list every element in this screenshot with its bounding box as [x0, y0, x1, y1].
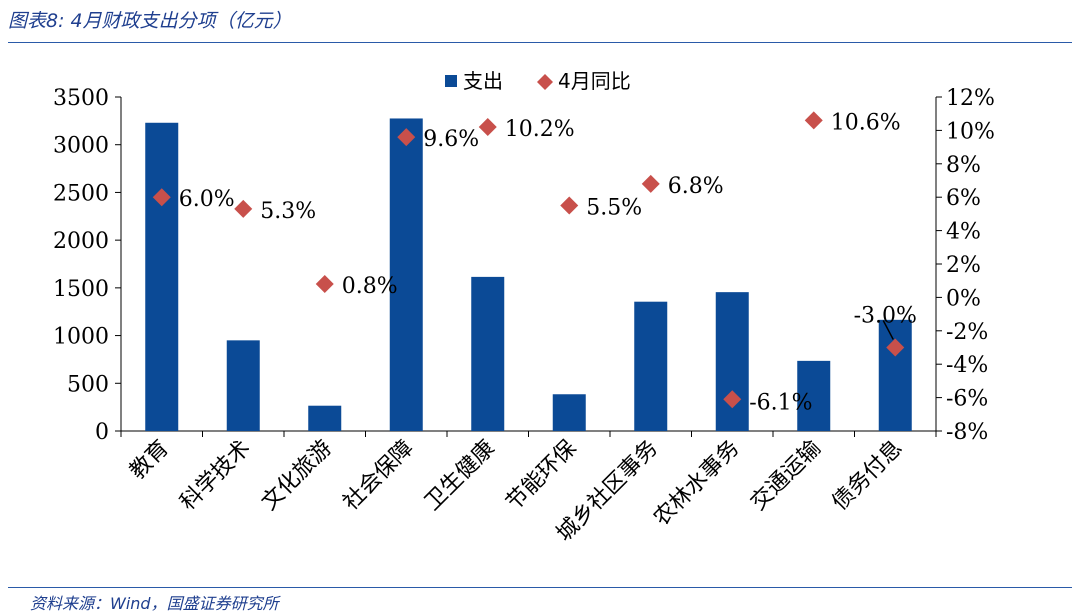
yoy-data-label: 10.2% [505, 117, 575, 142]
y-right-tick-label: -6% [946, 387, 988, 412]
legend-swatch-yoy [537, 74, 553, 90]
category-label: 债务付息 [828, 436, 908, 516]
y-left-tick-label: 500 [67, 372, 109, 397]
y-left-tick-label: 0 [95, 420, 109, 445]
yoy-data-label: 0.8% [342, 274, 398, 299]
y-right-tick-label: 0% [946, 286, 981, 311]
yoy-data-label: 6.0% [179, 187, 235, 212]
footer-divider [8, 587, 1072, 588]
y-left-tick-label: 2000 [53, 229, 109, 254]
spend-bar [471, 276, 505, 431]
y-right-tick-label: 6% [946, 186, 981, 211]
yoy-point [315, 275, 334, 294]
title-divider [8, 42, 1072, 43]
yoy-series: 6.0% 5.3% 0.8% 9.6% 10.2% 5.5% 6.8% -6.1% 10.6% -… [152, 110, 917, 415]
yoy-data-label: 5.3% [260, 199, 316, 224]
category-label: 卫生健康 [420, 436, 500, 516]
y-left-tick-label: 3000 [53, 134, 109, 159]
chart: 支出 4月同比 0 500 1000 1500 2000 2500 3000 3500 -8% -… [53, 69, 995, 547]
y-right-tick-label: 10% [946, 119, 995, 144]
axes: 0 500 1000 1500 2000 2500 3000 3500 -8% -6% -4% -2%… [53, 86, 995, 445]
legend-label-spend: 支出 [463, 69, 503, 93]
y-left-tick-label: 2500 [53, 181, 109, 206]
spend-bar [878, 319, 912, 431]
yoy-point [152, 188, 171, 207]
yoy-point [723, 390, 742, 409]
yoy-data-label: -6.1% [749, 390, 812, 415]
category-label: 节能环保 [502, 436, 582, 516]
spend-bar [552, 394, 586, 431]
yoy-data-label: 9.6% [423, 127, 479, 152]
legend-swatch-spend [445, 75, 457, 87]
bar-series [145, 118, 912, 431]
y-right-tick-label: -8% [946, 420, 988, 445]
category-label: 教育 [125, 436, 174, 485]
y-left-tick-label: 3500 [53, 86, 109, 111]
spend-bar [389, 118, 423, 431]
y-left-tick-label: 1000 [53, 325, 109, 350]
spend-bar [308, 405, 342, 431]
yoy-data-label: 10.6% [831, 110, 901, 135]
y-right-tick-label: 12% [946, 86, 995, 111]
category-label: 农林水事务 [649, 436, 744, 531]
yoy-point [560, 196, 579, 215]
y-right-tick-label: 4% [946, 220, 981, 245]
spend-bar [634, 301, 668, 431]
spend-bar [226, 340, 260, 431]
spend-bar [145, 122, 179, 431]
yoy-data-label: 5.5% [586, 196, 642, 221]
yoy-point [804, 111, 823, 130]
source-note: 资料来源：Wind，国盛证券研究所 [30, 594, 279, 613]
category-label: 交通运输 [746, 436, 826, 516]
yoy-point [478, 118, 497, 137]
yoy-point [886, 338, 905, 357]
y-right-tick-label: -2% [946, 320, 988, 345]
category-label: 文化旅游 [257, 436, 337, 516]
figure-title: 图表8: 4月财政支出分项（亿元） [8, 10, 292, 32]
spend-bar [715, 292, 749, 431]
yoy-point [234, 199, 253, 218]
y-right-tick-label: -4% [946, 353, 988, 378]
yoy-data-label: -3.0% [854, 304, 917, 329]
legend: 支出 4月同比 [445, 69, 631, 93]
yoy-data-label: 6.8% [668, 174, 724, 199]
spend-bar [797, 360, 831, 431]
category-label: 社会保障 [339, 436, 419, 516]
y-left-tick-label: 1500 [53, 277, 109, 302]
legend-label-yoy: 4月同比 [558, 69, 631, 93]
y-right-tick-label: 8% [946, 153, 981, 178]
yoy-leader-line [882, 320, 894, 340]
yoy-point [397, 128, 416, 147]
category-label: 科学技术 [176, 436, 256, 516]
yoy-point [641, 174, 660, 193]
y-right-tick-label: 2% [946, 253, 981, 278]
